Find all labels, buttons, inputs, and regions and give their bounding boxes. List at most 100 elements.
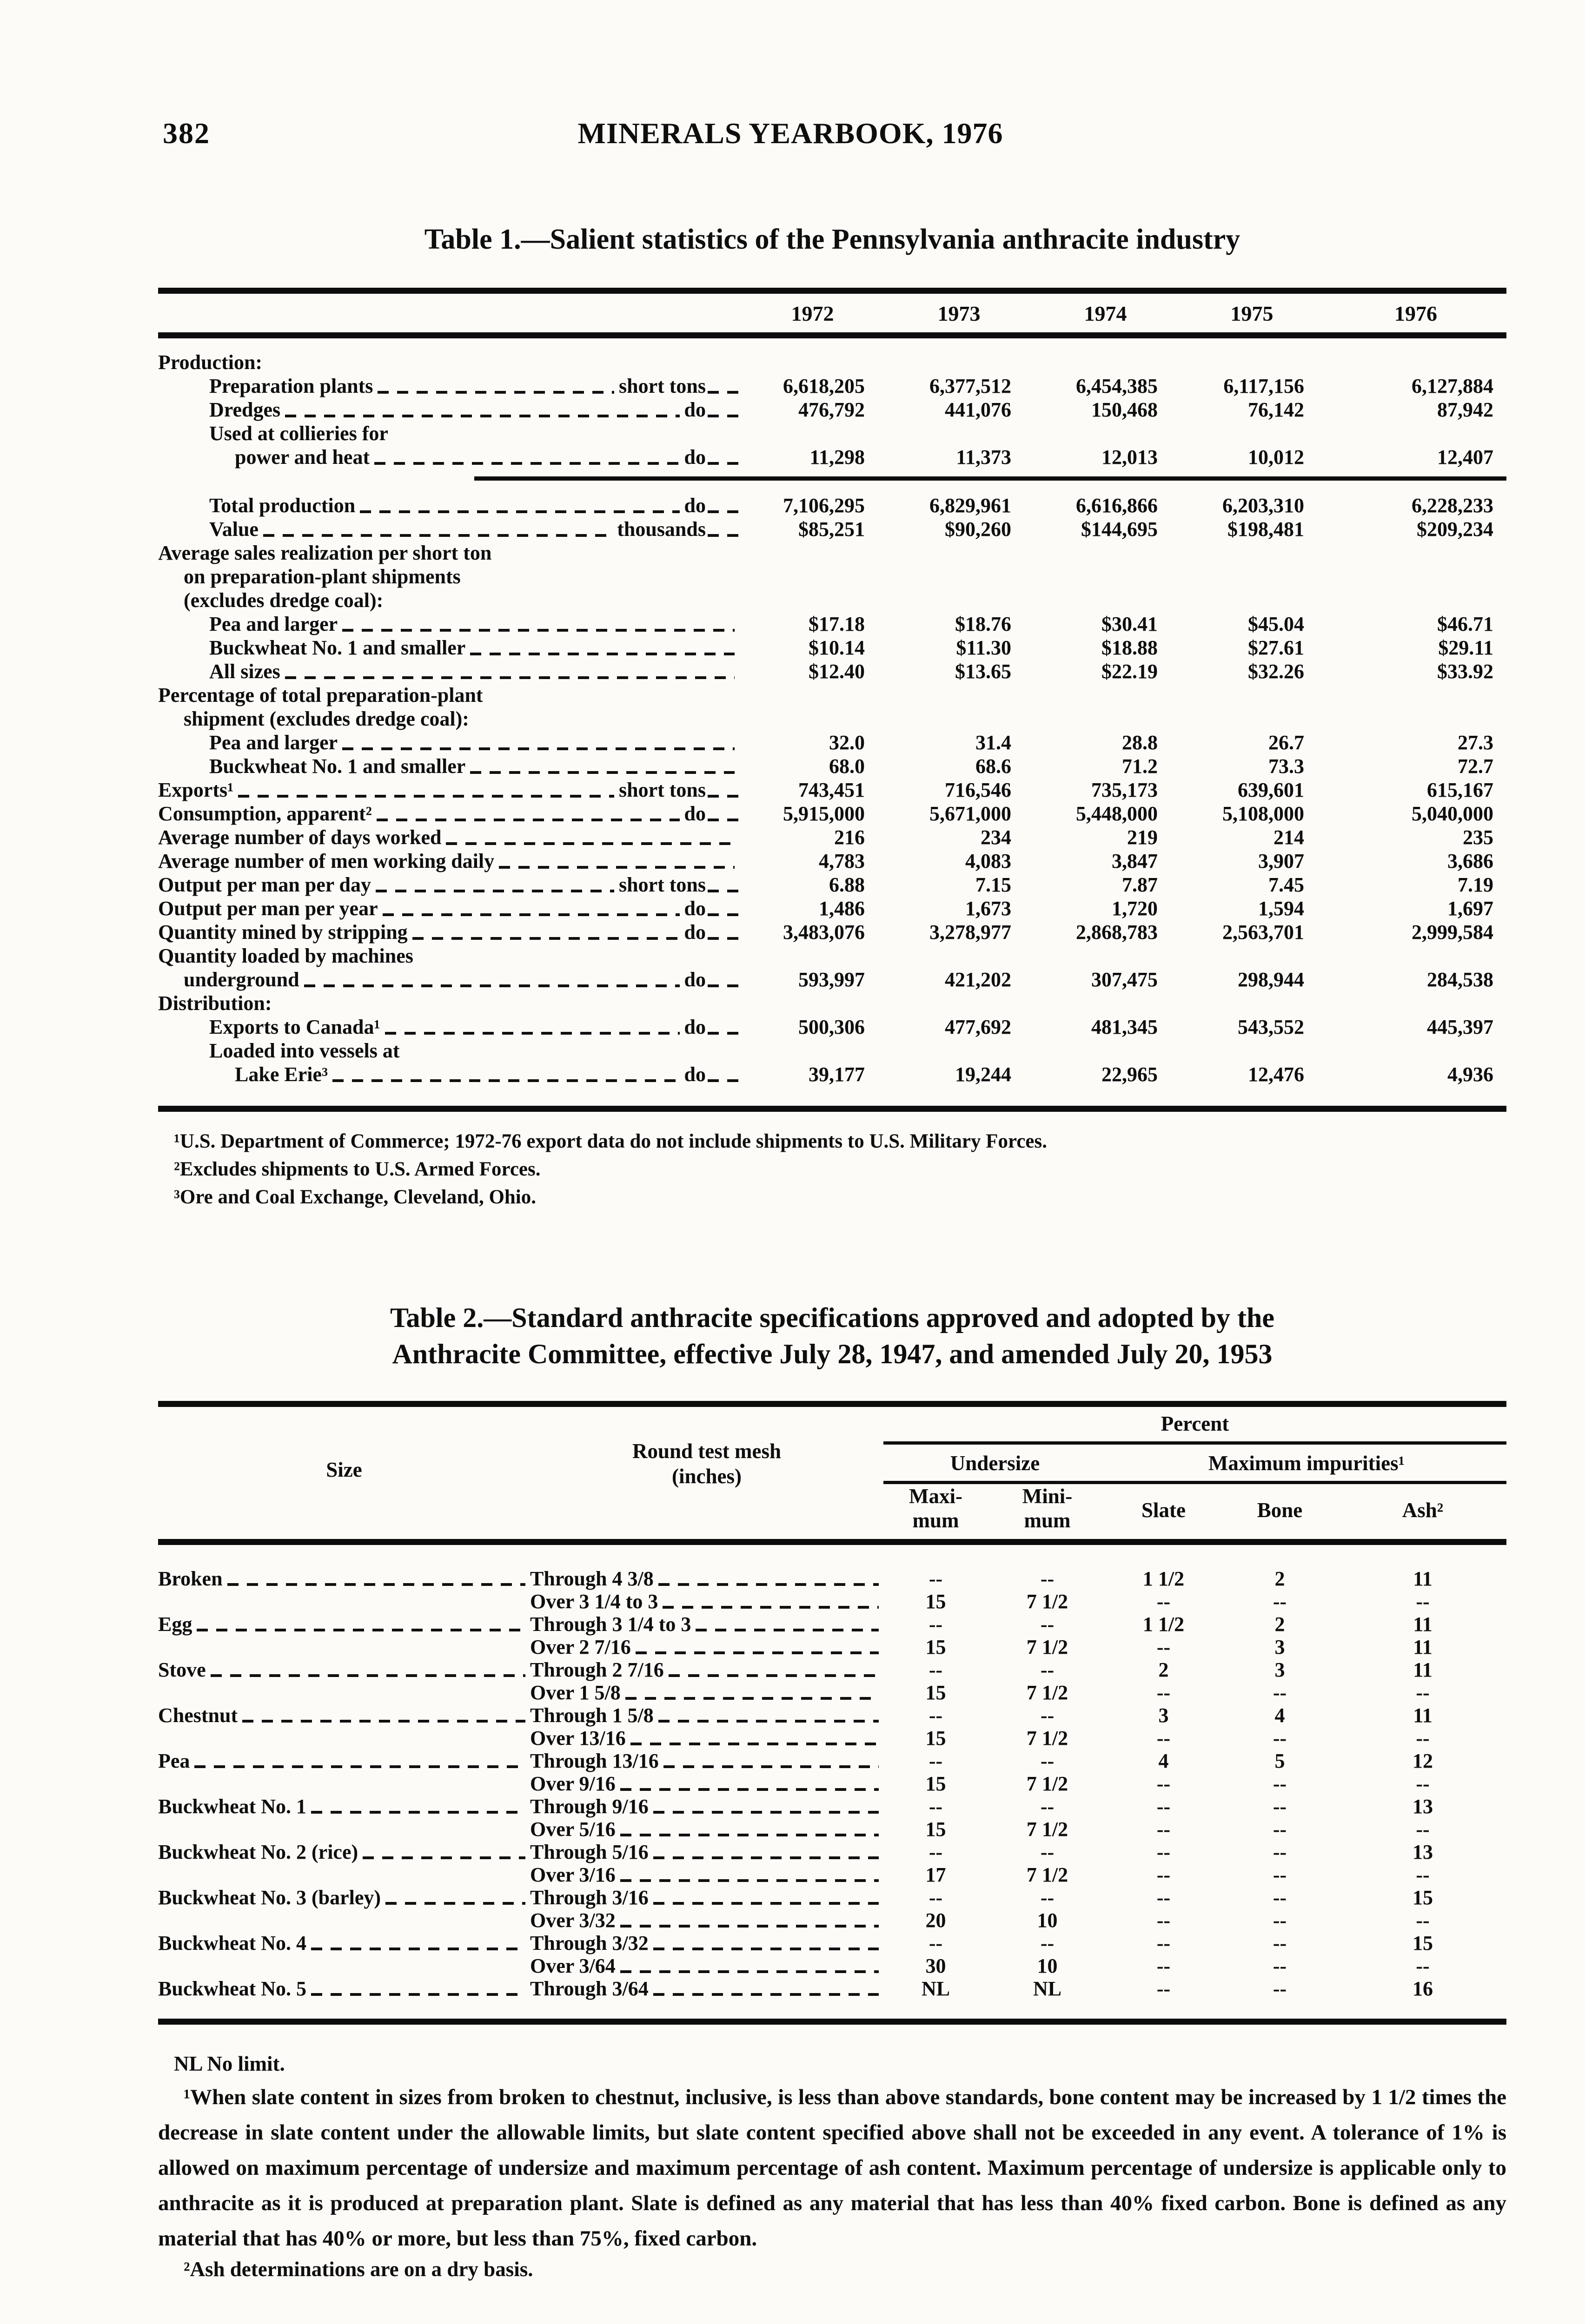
row-unit: do xyxy=(684,968,706,991)
bone-cell: 3 xyxy=(1274,1636,1285,1658)
divider xyxy=(158,288,1506,294)
dash-leader xyxy=(382,913,680,916)
col-header-maximum-line: mum xyxy=(912,1509,959,1532)
mesh-cell: Through 9/16 xyxy=(530,1795,883,1818)
min-cell: -- xyxy=(1040,1750,1054,1772)
cell-1972: $12.40 xyxy=(809,660,865,683)
table-row: Over 13/16 15 7 1/2 -- -- -- xyxy=(158,1727,1506,1750)
ash-cell: -- xyxy=(1416,1590,1430,1613)
min-cell: NL xyxy=(1033,1977,1062,2000)
table-row: Buckwheat No. 1 and smaller $10.14 $11.30 $… xyxy=(158,636,1506,660)
mesh-cell: Over 9/16 xyxy=(530,1772,883,1795)
cell-1973: 1,673 xyxy=(965,897,1011,920)
dash-leader xyxy=(385,1902,525,1905)
ash-cell: 11 xyxy=(1413,1704,1432,1727)
dash-leader xyxy=(385,1032,680,1035)
cell-1974: 12,013 xyxy=(1101,446,1158,469)
cell-1975: 214 xyxy=(1273,826,1304,849)
table-row: Over 1 5/8 15 7 1/2 -- -- -- xyxy=(158,1681,1506,1704)
max-cell: 17 xyxy=(925,1863,946,1886)
dash-leader xyxy=(263,534,613,537)
spacer xyxy=(158,301,739,326)
min-cell: 10 xyxy=(1037,1954,1058,1977)
mesh-cell: Through 3 1/4 to 3 xyxy=(530,1613,883,1636)
cell-1976 xyxy=(1325,707,1506,731)
max-cell: 15 xyxy=(925,1772,946,1795)
mesh-cell: Through 3/64 xyxy=(530,1977,883,2000)
impurities-subheaders: Slate Bone Ash² xyxy=(1107,1484,1506,1522)
row-unit: short tons xyxy=(618,779,706,801)
divider xyxy=(883,1441,1506,1445)
mesh-cell: Through 2 7/16 xyxy=(530,1658,883,1681)
row-label-cell: Average number of men working daily xyxy=(158,849,739,873)
row-label-cell: Production: xyxy=(158,350,739,374)
slate-cell: -- xyxy=(1156,1636,1171,1658)
min-cell: -- xyxy=(1040,1886,1054,1909)
cell-1972 xyxy=(739,944,886,968)
slate-cell: -- xyxy=(1156,1841,1171,1863)
cell-1973: 11,373 xyxy=(956,446,1011,469)
cell-1976: 235 xyxy=(1463,826,1493,849)
cell-1974: 6,616,866 xyxy=(1076,494,1158,517)
dash-leader xyxy=(374,462,680,465)
dash-leader xyxy=(668,1674,879,1677)
ash-cell: 11 xyxy=(1413,1658,1432,1681)
dash-leader xyxy=(342,629,735,632)
cell-1972 xyxy=(739,565,886,588)
cell-1976: 72.7 xyxy=(1458,755,1493,778)
column-header-year: 1975 xyxy=(1230,302,1273,325)
row-unit: do xyxy=(684,494,706,517)
bone-cell: 2 xyxy=(1274,1613,1285,1636)
cell-1972 xyxy=(739,991,886,1015)
dash-leader xyxy=(708,819,739,821)
page-title: MINERALS YEARBOOK, 1976 xyxy=(577,117,1003,150)
dash-leader xyxy=(708,391,739,394)
size-cell: Buckwheat No. 5 xyxy=(158,1977,530,2000)
cell-1975: 298,944 xyxy=(1238,968,1304,991)
table2-title-line: Table 2.—Standard anthracite specificati… xyxy=(390,1302,1274,1333)
max-cell: -- xyxy=(928,1567,943,1590)
cell-1976: 6,228,233 xyxy=(1412,494,1493,517)
cell-1972: 68.0 xyxy=(829,755,865,778)
size-cell: Stove xyxy=(158,1658,530,1681)
table-row: shipment (excludes dredge coal): xyxy=(158,707,1506,731)
max-cell: -- xyxy=(928,1932,943,1954)
col-header-minimum: Mini- mum xyxy=(988,1484,1107,1532)
row-unit: thousands xyxy=(617,518,706,541)
size-cell xyxy=(158,1954,530,1977)
dash-leader xyxy=(210,1674,525,1677)
dash-leader xyxy=(625,1697,879,1700)
table-row: Preparation plants short tons 6,618,205 6,3… xyxy=(158,374,1506,398)
ash-cell: 11 xyxy=(1413,1567,1432,1590)
header-groups: Undersize Maxi- mum Mini- mum xyxy=(883,1445,1506,1532)
cell-1974: 150,468 xyxy=(1091,398,1158,421)
row-label-cell: Lake Erie³ do xyxy=(158,1063,739,1086)
bone-cell: -- xyxy=(1273,1863,1287,1886)
size-label: Buckwheat No. 5 xyxy=(158,1977,307,2000)
dash-leader xyxy=(620,1834,879,1836)
size-label: Buckwheat No. 2 (rice) xyxy=(158,1841,358,1863)
max-cell: NL xyxy=(921,1977,950,2000)
dash-leader xyxy=(708,984,739,987)
row-label: Quantity loaded by machines xyxy=(158,944,413,967)
row-unit: short tons xyxy=(618,873,706,896)
cell-1973 xyxy=(886,944,1032,968)
cell-1976: 7.19 xyxy=(1458,873,1493,896)
bone-cell: -- xyxy=(1273,1772,1287,1795)
max-cell: 15 xyxy=(925,1681,946,1704)
ash-cell: 16 xyxy=(1413,1977,1433,2000)
ash-cell: 13 xyxy=(1413,1795,1433,1818)
row-label: All sizes xyxy=(209,660,280,683)
cell-1972: 476,792 xyxy=(798,398,865,421)
cell-1973 xyxy=(886,541,1032,565)
cell-1975: $32.26 xyxy=(1248,660,1304,683)
table2-title: Table 2.—Standard anthracite specificati… xyxy=(158,1300,1506,1372)
min-cell: -- xyxy=(1040,1704,1054,1727)
row-unit: do xyxy=(684,1016,706,1038)
mesh-cell: Over 3/32 xyxy=(530,1909,883,1932)
row-label-cell: Buckwheat No. 1 and smaller xyxy=(158,754,739,778)
row-label-cell: Quantity loaded by machines xyxy=(158,944,739,968)
size-cell: Pea xyxy=(158,1750,530,1772)
cell-1975: 12,476 xyxy=(1248,1063,1304,1086)
row-label: Distribution: xyxy=(158,992,272,1015)
